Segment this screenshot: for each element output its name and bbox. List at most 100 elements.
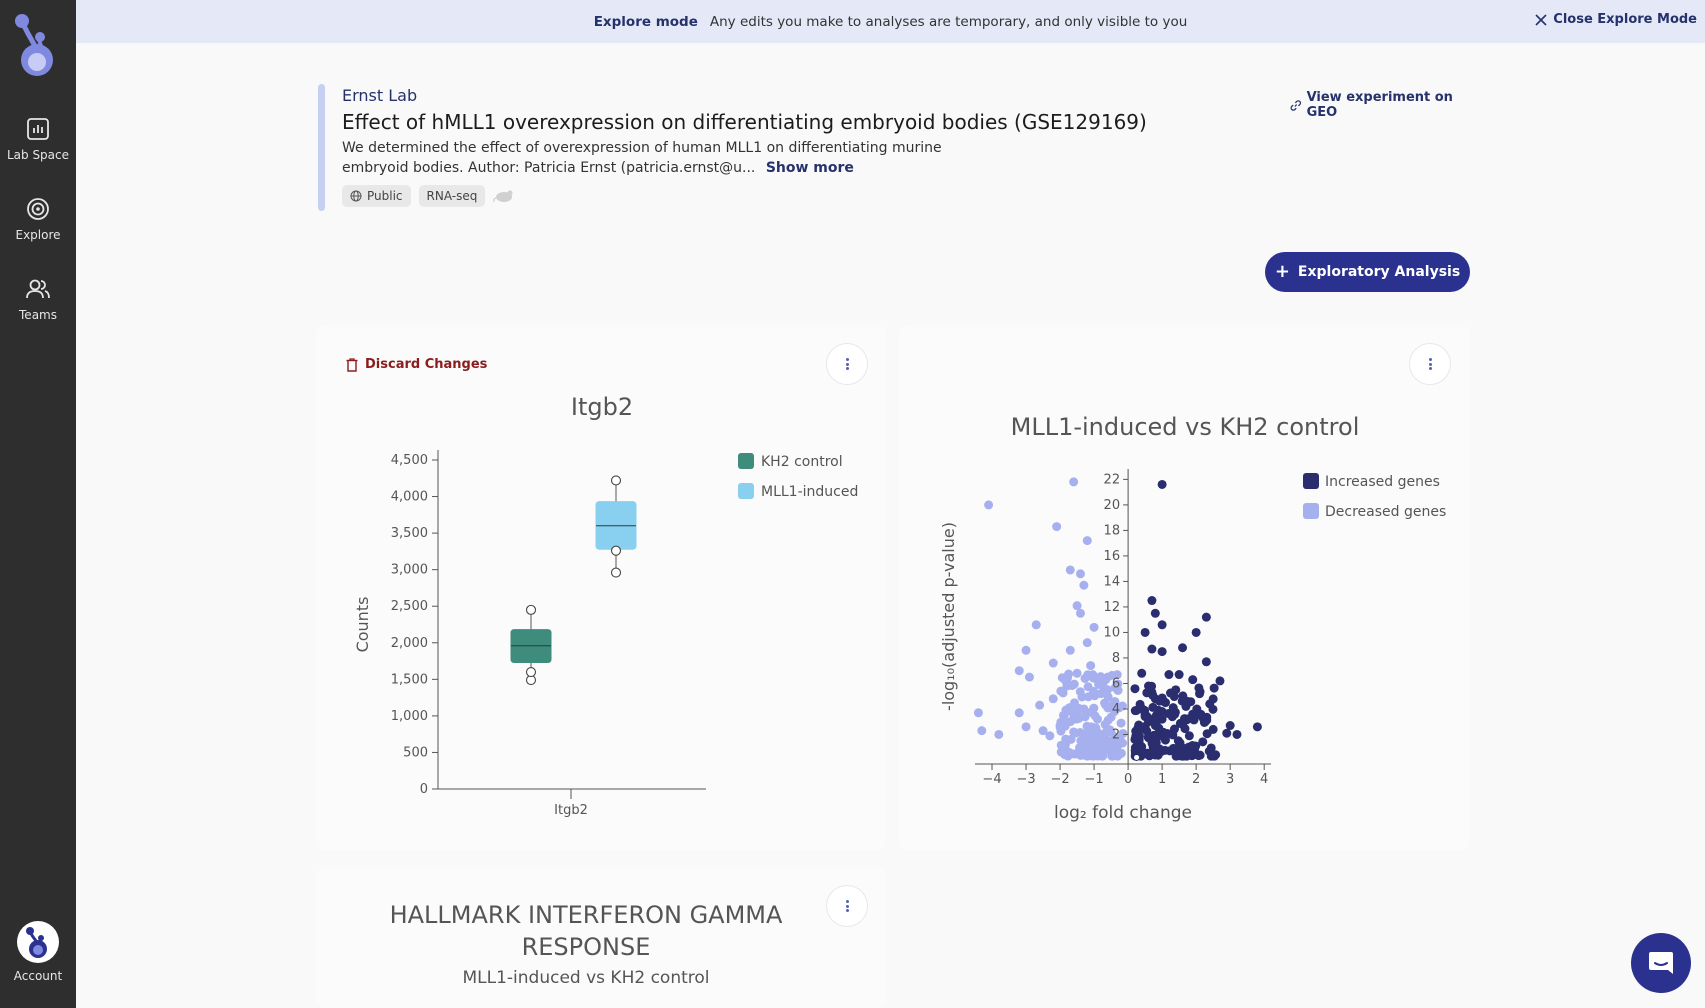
scatter-point — [1202, 712, 1212, 722]
y-tick-label: 4,000 — [391, 490, 428, 505]
scatter-point — [1069, 477, 1079, 487]
chart-title: MLL1-induced vs KH2 control — [1011, 413, 1360, 441]
experiment-description-text: We determined the effect of overexpressi… — [342, 140, 942, 176]
scatter-point — [1080, 673, 1090, 683]
sidebar-item-explore[interactable]: Explore — [0, 196, 76, 242]
scatter-point — [1206, 743, 1216, 753]
lab-name-link[interactable]: Ernst Lab — [342, 86, 418, 105]
chat-support-button[interactable] — [1631, 933, 1691, 993]
scatter-point — [1153, 705, 1163, 715]
scatter-point — [1175, 718, 1185, 728]
scatter-point — [1048, 658, 1058, 668]
scatter-point — [1024, 672, 1034, 682]
banner-text: Any edits you make to analyses are tempo… — [709, 13, 1188, 30]
scatter-point — [1140, 721, 1150, 731]
scatter-point — [1143, 732, 1153, 742]
scatter-point — [1191, 627, 1201, 637]
x-tick-label: 1 — [1158, 772, 1166, 787]
exploratory-analysis-button[interactable]: + Exploratory Analysis — [1265, 252, 1470, 292]
avatar — [17, 921, 59, 963]
scatter-point — [1021, 645, 1031, 655]
show-more-link[interactable]: Show more — [765, 160, 854, 176]
scatter-point — [1170, 709, 1180, 719]
scatter-point — [1052, 522, 1062, 532]
x-tick-label: −1 — [1084, 772, 1103, 787]
scatter-point — [1079, 736, 1089, 746]
scatter-point — [1082, 536, 1092, 546]
sidebar-item-account[interactable]: Account — [0, 921, 76, 983]
scatter-point — [1198, 737, 1208, 747]
scatter-point — [1086, 661, 1096, 671]
scatter-point — [1192, 704, 1202, 714]
explore-icon — [27, 198, 49, 220]
scatter-point — [1082, 638, 1092, 648]
tag-public: Public — [342, 185, 411, 207]
discard-changes-button[interactable]: Discard Changes — [346, 357, 487, 372]
scatter-point — [1063, 751, 1073, 761]
scatter-point — [1194, 751, 1204, 761]
y-tick-label: 8 — [1112, 651, 1120, 666]
scatter-point — [1109, 707, 1119, 717]
scatter-point — [1112, 741, 1122, 751]
scatter-point — [1150, 608, 1160, 618]
card-menu-button[interactable] — [826, 343, 868, 385]
scatter-point — [1021, 722, 1031, 732]
box-point — [525, 604, 537, 615]
x-tick-label: 2 — [1192, 772, 1200, 787]
y-tick-label: 10 — [1104, 625, 1121, 640]
chat-icon — [1649, 952, 1673, 974]
close-explore-mode-button[interactable]: Close Explore Mode — [1535, 12, 1697, 27]
scatter-point — [1094, 679, 1104, 689]
legend-label: Increased genes — [1325, 474, 1440, 490]
exploratory-analysis-label: Exploratory Analysis — [1297, 264, 1461, 280]
app-logo[interactable] — [13, 12, 61, 82]
view-on-geo-link[interactable]: View experiment on GEO — [1290, 90, 1468, 120]
scatter-point — [1088, 670, 1098, 680]
chart-title: Itgb2 — [571, 393, 633, 421]
lab-space-icon — [27, 118, 49, 140]
y-tick-label: 14 — [1104, 574, 1121, 589]
card-menu-button[interactable] — [1409, 343, 1451, 385]
y-tick-label: 3,000 — [391, 563, 428, 578]
legend-label: KH2 control — [761, 454, 843, 470]
scatter-point — [1209, 750, 1219, 760]
sidebar-item-lab-space[interactable]: Lab Space — [0, 116, 76, 162]
scatter-point — [1140, 627, 1150, 637]
scatter-point — [1103, 692, 1113, 702]
x-tick-label: −4 — [982, 772, 1001, 787]
scatter-point — [973, 708, 983, 718]
scatter-point — [1083, 682, 1093, 692]
scatter-point — [1065, 717, 1075, 727]
link-icon — [1290, 99, 1301, 111]
scatter-point — [1178, 643, 1188, 653]
card-menu-button[interactable] — [826, 885, 868, 927]
x-tick-label: Itgb2 — [554, 803, 588, 818]
sidebar-item-label: Lab Space — [6, 148, 70, 162]
scatter-point — [1088, 751, 1098, 761]
y-tick-label: 0 — [420, 782, 428, 797]
scatter-point — [1174, 670, 1184, 680]
scatter-point — [1107, 751, 1117, 761]
scatter-point — [1069, 679, 1079, 689]
scatter-point — [1157, 647, 1167, 657]
explore-mode-banner: Explore mode Any edits you make to analy… — [76, 0, 1705, 43]
box-point — [610, 475, 622, 486]
sidebar-item-teams[interactable]: Teams — [0, 276, 76, 322]
scatter-point — [1031, 620, 1041, 630]
y-tick-label: 1,000 — [391, 709, 428, 724]
scatter-point — [1102, 725, 1112, 735]
scatter-point — [1168, 743, 1178, 753]
discard-changes-label: Discard Changes — [365, 357, 488, 372]
scatter-point — [1045, 731, 1055, 741]
view-on-geo-label: View experiment on GEO — [1306, 90, 1453, 120]
scatter-point — [1208, 694, 1218, 704]
legend-swatch — [1303, 473, 1319, 489]
scatter-point — [1143, 712, 1153, 722]
y-tick-label: 6 — [1112, 676, 1120, 691]
scatter-point — [977, 726, 987, 736]
scatter-point — [1225, 721, 1235, 731]
teams-icon — [26, 279, 50, 299]
scatter-point — [1056, 686, 1066, 696]
y-tick-label: 18 — [1104, 523, 1121, 538]
scatter-point — [1084, 725, 1094, 735]
